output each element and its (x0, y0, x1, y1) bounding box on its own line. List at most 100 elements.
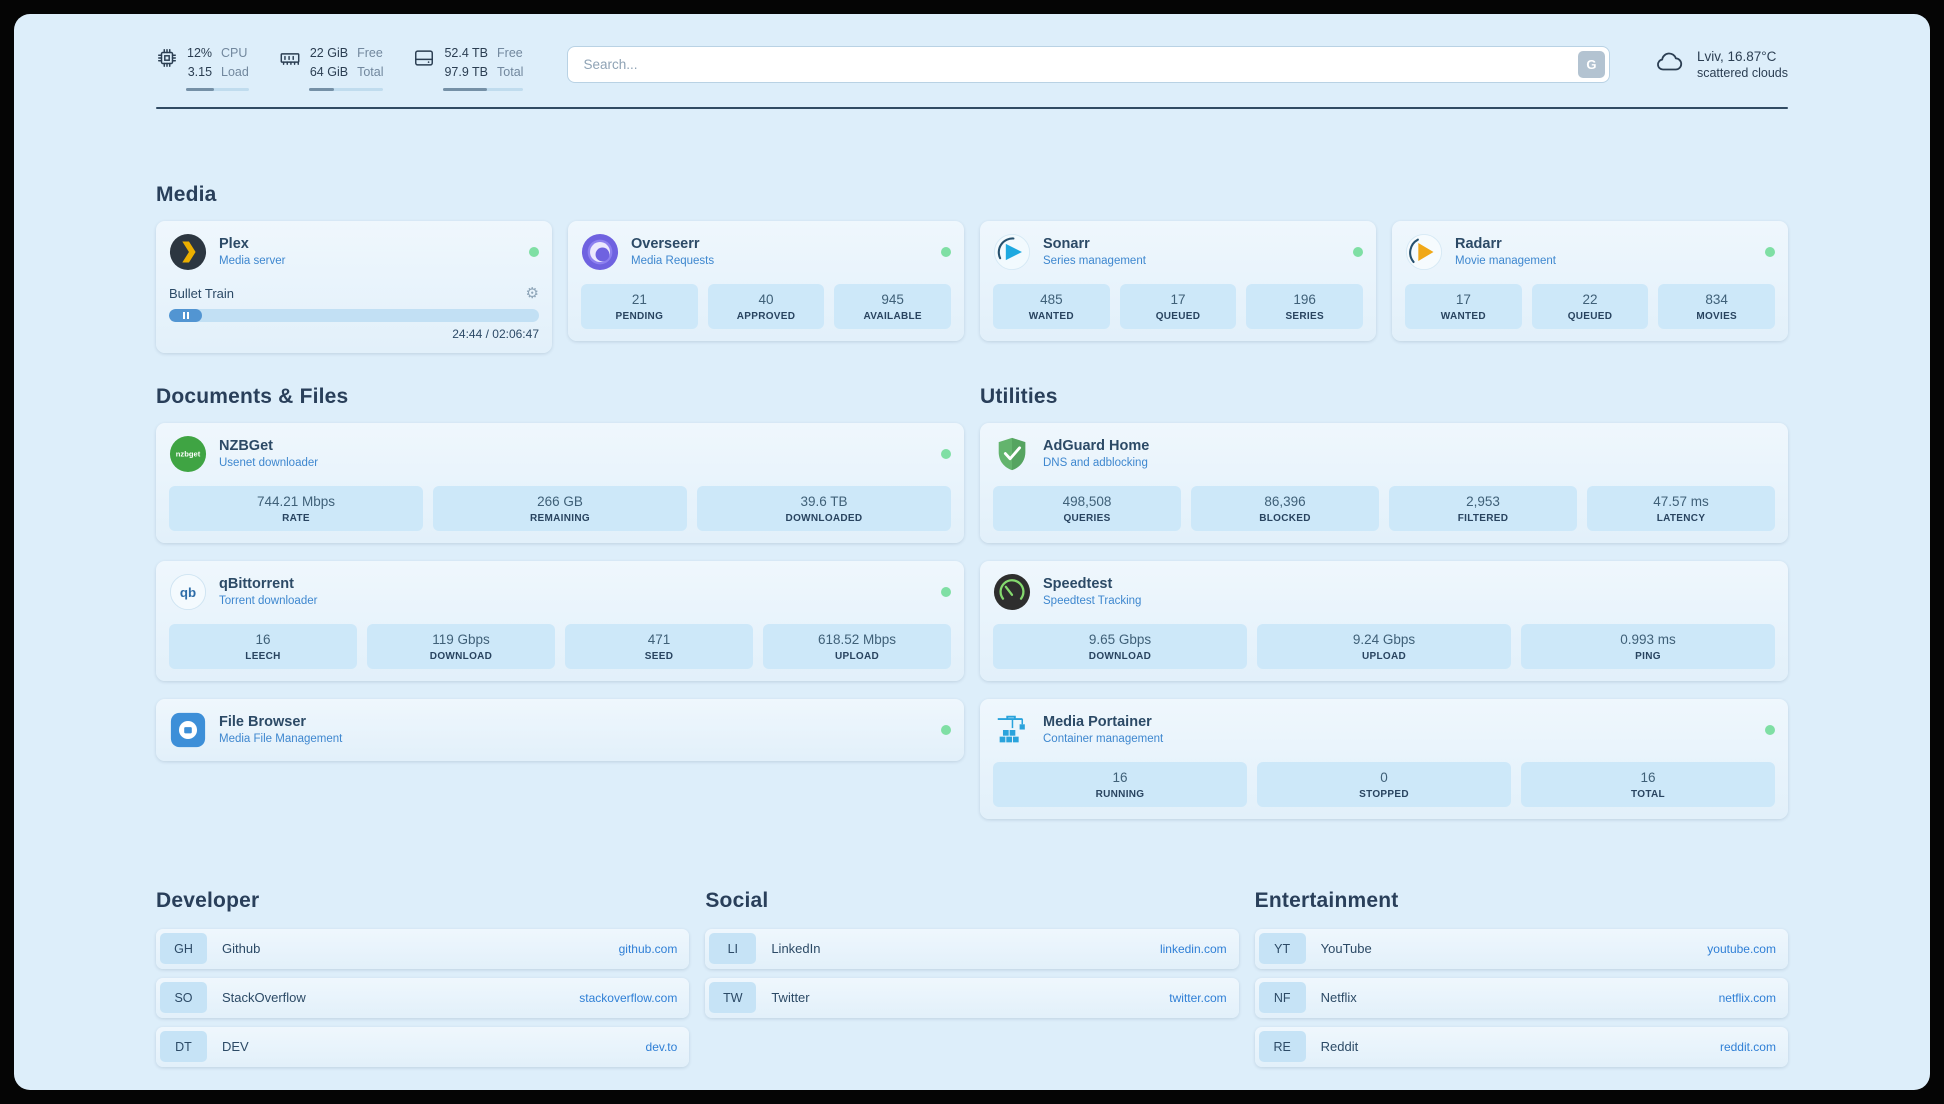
bookmark-domain-link[interactable]: twitter.com (1169, 990, 1227, 1005)
nzbget-icon: nzbget (169, 435, 207, 473)
content-container: 12% 3.15 CPU Load 22 GiB (156, 14, 1788, 1090)
section-heading-developer: Developer (156, 888, 260, 912)
service-card-nzbget[interactable]: nzbget NZBGet Usenet downloader 744.21 M… (156, 422, 964, 543)
stat-wanted: 485 WANTED (993, 283, 1110, 329)
service-name: Sonarr (1043, 236, 1090, 252)
bookmark-twitter[interactable]: TW Twitter twitter.com (705, 977, 1239, 1018)
bookmark-name: Netflix (1320, 990, 1357, 1005)
section-heading-media: Media (156, 182, 217, 206)
memory-free: 22 GiB (309, 46, 349, 60)
radarr-icon (1405, 233, 1443, 271)
bookmark-abbr: SO (160, 982, 207, 1013)
section-heading-social: Social (705, 888, 769, 912)
svg-text:nzbget: nzbget (176, 449, 201, 458)
cpu-meter-fill (186, 87, 215, 91)
cpu-meter (186, 87, 249, 91)
stat-seed: 471 SEED (565, 623, 753, 669)
disk-values: 52.4 TB 97.9 TB (444, 44, 488, 82)
status-dot (1765, 246, 1775, 257)
playback-progress-fill (169, 308, 203, 322)
top-bar: 12% 3.15 CPU Load 22 GiB (156, 44, 1788, 91)
service-card-overseerr[interactable]: Overseerr Media Requests 21 PENDING 40 A… (568, 220, 964, 341)
service-subtitle: Container management (1043, 733, 1164, 745)
memory-meter-fill (308, 87, 335, 91)
service-subtitle: DNS and adblocking (1043, 457, 1148, 469)
bookmark-abbr: DT (160, 1031, 207, 1062)
stat-series: 196 SERIES (1246, 283, 1364, 329)
memory-values: 22 GiB 64 GiB (310, 44, 348, 82)
bookmark-youtube[interactable]: YT YouTube youtube.com (1254, 928, 1788, 969)
sonarr-icon (993, 233, 1031, 271)
stat-wanted: 17 WANTED (1405, 283, 1522, 329)
section-heading-documents: Documents & Files (156, 384, 349, 408)
weather-text: Lviv, 16.87°C scattered clouds (1697, 49, 1788, 80)
status-dot (1765, 724, 1775, 735)
service-card-sonarr[interactable]: Sonarr Series management 485 WANTED 17 Q… (980, 220, 1376, 341)
stat-remaining: 266 GB REMAINING (433, 485, 687, 531)
service-subtitle: Torrent downloader (219, 595, 318, 607)
stat-filtered: 2,953 FILTERED (1389, 485, 1577, 531)
bookmark-domain-link[interactable]: stackoverflow.com (579, 990, 678, 1005)
bookmark-domain-link[interactable]: github.com (618, 941, 678, 956)
bookmark-abbr: GH (160, 933, 207, 964)
bookmark-netflix[interactable]: NF Netflix netflix.com (1254, 977, 1788, 1018)
bookmark-domain-link[interactable]: reddit.com (1719, 1039, 1776, 1054)
qbittorrent-icon: qb (169, 573, 207, 611)
search-provider-button[interactable]: G (1577, 50, 1605, 78)
service-card-portainer[interactable]: Media Portainer Container management 16 … (980, 698, 1788, 819)
bookmark-domain-link[interactable]: netflix.com (1718, 990, 1776, 1005)
bookmark-stackoverflow[interactable]: SO StackOverflow stackoverflow.com (156, 977, 690, 1018)
bookmarks-social: Social LI LinkedIn linkedin.com TW Twitt… (705, 888, 1239, 1027)
service-card-plex[interactable]: Plex Media server Bullet Train ⚙ 24:44 /… (156, 220, 552, 353)
status-dot (941, 724, 951, 735)
bookmark-domain-link[interactable]: linkedin.com (1159, 941, 1227, 956)
service-card-qbittorrent[interactable]: qb qBittorrent Torrent downloader 16 LEE… (156, 560, 964, 681)
section-heading-utilities: Utilities (980, 384, 1058, 408)
memory-icon (279, 47, 301, 74)
status-dot (529, 246, 539, 257)
now-playing-row: Bullet Train ⚙ (169, 286, 539, 301)
stat-stopped: 0 STOPPED (1257, 761, 1511, 807)
gear-icon[interactable]: ⚙ (525, 284, 539, 302)
service-subtitle: Media File Management (219, 733, 343, 745)
service-subtitle: Series management (1043, 255, 1146, 267)
memory-labels: Free Total (357, 46, 384, 79)
bookmark-domain-link[interactable]: dev.to (645, 1039, 678, 1054)
bookmark-name: LinkedIn (771, 941, 821, 956)
stat-upload: 618.52 Mbps UPLOAD (763, 623, 951, 669)
cpu-labels: CPU Load (221, 46, 249, 79)
bookmark-dev[interactable]: DT DEV dev.to (156, 1026, 690, 1067)
search-input[interactable] (567, 45, 1610, 83)
service-card-radarr[interactable]: Radarr Movie management 17 WANTED 22 QUE… (1392, 220, 1788, 341)
cpu-percent: 12% (187, 46, 213, 60)
weather-widget[interactable]: Lviv, 16.87°C scattered clouds (1654, 49, 1788, 80)
bookmark-domain-link[interactable]: youtube.com (1707, 941, 1776, 956)
cloud-icon (1654, 50, 1686, 79)
weather-condition: scattered clouds (1696, 65, 1788, 80)
section-heading-entertainment: Entertainment (1254, 888, 1399, 912)
service-card-filebrowser[interactable]: File Browser Media File Management (156, 698, 964, 761)
bookmark-github[interactable]: GH Github github.com (156, 928, 690, 969)
service-subtitle: Speedtest Tracking (1043, 595, 1142, 607)
service-card-speedtest[interactable]: Speedtest Speedtest Tracking 9.65 Gbps D… (980, 560, 1788, 681)
section-documents: Documents & Files nzbget NZBGet Usenet d… (156, 385, 964, 761)
service-name: Radarr (1455, 236, 1502, 252)
service-name: File Browser (219, 714, 307, 730)
search-bar: G (567, 45, 1610, 83)
bookmark-linkedin[interactable]: LI LinkedIn linkedin.com (705, 928, 1239, 969)
stat-upload: 9.24 Gbps UPLOAD (1257, 623, 1511, 669)
service-card-adguard[interactable]: AdGuard Home DNS and adblocking 498,508 … (980, 422, 1788, 543)
service-subtitle: Media Requests (631, 255, 715, 267)
disk-total: 97.9 TB (444, 64, 489, 79)
stat-queued: 17 QUEUED (1119, 283, 1237, 329)
stat-download: 119 Gbps DOWNLOAD (367, 623, 555, 669)
section-media: Media Plex Media server (156, 183, 1788, 353)
service-name: Plex (219, 236, 249, 252)
bookmarks-entertainment: Entertainment YT YouTube youtube.com NF … (1254, 888, 1788, 1076)
speedtest-icon (993, 573, 1031, 611)
bookmark-reddit[interactable]: RE Reddit reddit.com (1254, 1026, 1788, 1067)
status-dot (941, 246, 951, 257)
bookmark-name: Twitter (771, 990, 810, 1005)
memory-total: 64 GiB (309, 64, 349, 79)
stat-queued: 22 QUEUED (1531, 283, 1649, 329)
